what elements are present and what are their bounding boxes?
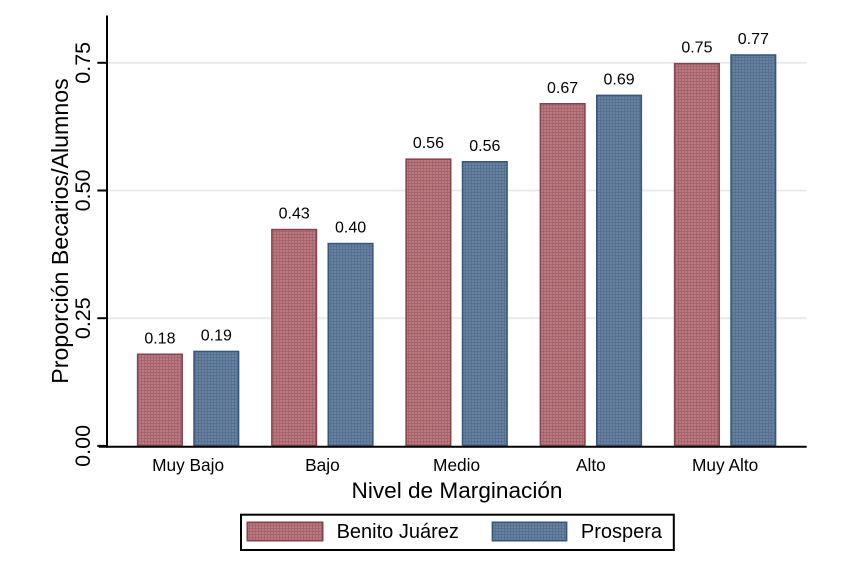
svg-text:0.56: 0.56 — [469, 138, 500, 155]
svg-text:Bajo: Bajo — [305, 455, 340, 475]
svg-text:0.18: 0.18 — [144, 330, 175, 347]
svg-text:0.43: 0.43 — [279, 206, 310, 223]
svg-text:0.77: 0.77 — [738, 31, 769, 48]
svg-text:0.25: 0.25 — [71, 297, 95, 339]
svg-text:0.19: 0.19 — [201, 328, 232, 345]
svg-text:0.67: 0.67 — [547, 80, 578, 97]
svg-text:Muy Alto: Muy Alto — [692, 455, 758, 475]
svg-text:0.56: 0.56 — [413, 135, 444, 152]
svg-text:Medio: Medio — [433, 455, 480, 475]
svg-text:0.50: 0.50 — [71, 170, 95, 212]
svg-text:Proporción Becarios/Alumnos: Proporción Becarios/Alumnos — [47, 78, 73, 383]
svg-text:0.75: 0.75 — [681, 40, 712, 57]
svg-text:Alto: Alto — [576, 455, 606, 475]
svg-text:0.40: 0.40 — [335, 220, 366, 237]
svg-text:0.75: 0.75 — [71, 42, 95, 84]
svg-text:0.00: 0.00 — [71, 425, 95, 467]
svg-text:Benito Juárez: Benito Juárez — [337, 521, 459, 543]
svg-text:Muy Bajo: Muy Bajo — [152, 455, 224, 475]
svg-text:0.69: 0.69 — [604, 71, 635, 88]
svg-text:Prospera: Prospera — [581, 521, 663, 543]
svg-text:Nivel de Marginación: Nivel de Marginación — [352, 478, 563, 503]
